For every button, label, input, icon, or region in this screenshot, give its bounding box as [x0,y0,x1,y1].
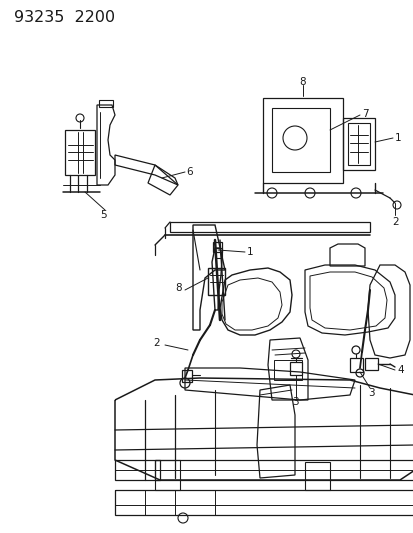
Text: 2: 2 [153,338,159,348]
Text: 93235  2200: 93235 2200 [14,10,115,25]
Text: 5: 5 [100,210,107,220]
Text: 6: 6 [185,167,192,177]
Text: 8: 8 [298,77,305,87]
Text: 7: 7 [361,109,368,119]
Text: 1: 1 [394,133,401,143]
Text: 2: 2 [391,217,398,227]
Text: 8: 8 [175,283,181,293]
Text: 4: 4 [396,365,403,375]
Text: 3: 3 [291,397,298,407]
Bar [273,360,301,380]
Text: 3: 3 [367,388,374,398]
Text: 1: 1 [247,247,253,257]
